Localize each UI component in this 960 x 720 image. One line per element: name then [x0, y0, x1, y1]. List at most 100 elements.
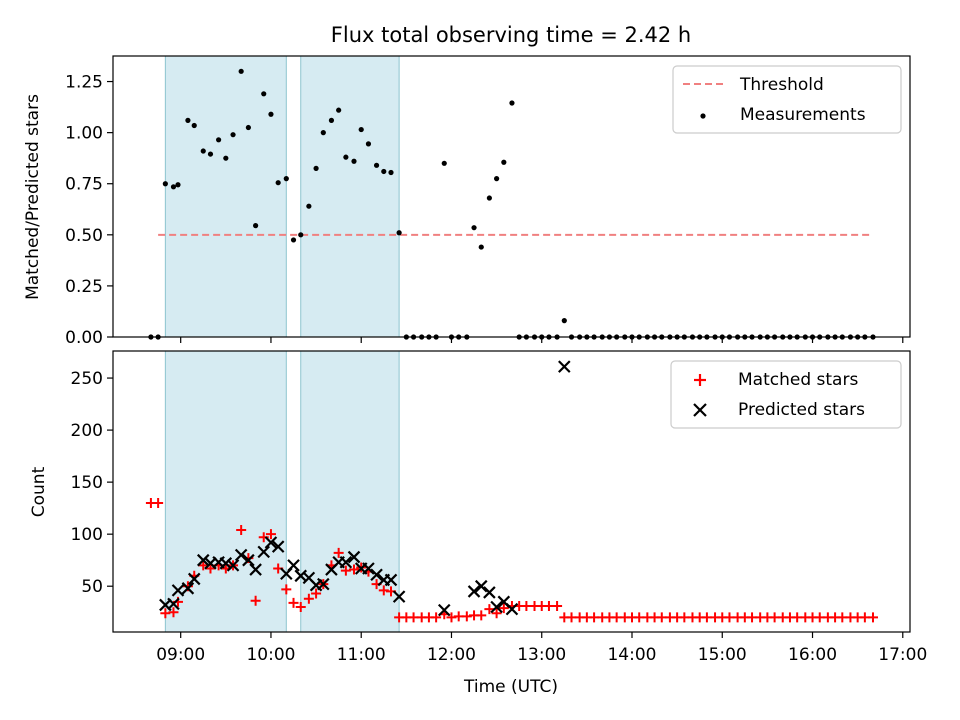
matched-star-marker	[295, 602, 306, 613]
matched-star-marker	[311, 588, 322, 599]
x-tick-label: 16:00	[788, 645, 837, 665]
measurement-point	[313, 165, 319, 171]
bottom-y-axis-label: Count	[29, 466, 49, 517]
predicted-star-marker	[384, 573, 398, 587]
x-tick-label: 10:00	[246, 645, 295, 665]
measurement-point	[207, 151, 214, 157]
matched-star-marker	[281, 584, 292, 595]
predicted-star-marker	[271, 540, 285, 553]
predicted-star-marker	[392, 590, 406, 603]
y-tick-label: 0.25	[65, 277, 103, 297]
legend-matched-swatch	[694, 374, 706, 386]
measurement-point	[298, 232, 304, 238]
measurement-point	[373, 162, 380, 168]
legend-predicted-swatch	[693, 403, 707, 417]
bottom-axes-frame	[112, 350, 911, 633]
predicted-star-marker	[339, 555, 353, 569]
y-tick-label: 200	[71, 421, 103, 441]
predicted-star-marker	[249, 563, 262, 576]
measurement-point	[306, 203, 312, 209]
matched-star-marker	[303, 593, 314, 604]
y-tick-label: 1.00	[65, 124, 103, 144]
measurement-point	[471, 225, 477, 231]
bottom-legend: Matched stars Predicted stars	[670, 360, 902, 429]
measurement-point	[494, 176, 500, 182]
y-tick-label: 50	[81, 577, 103, 597]
chart-title: Flux total observing time = 2.42 h	[331, 23, 691, 47]
observing-interval-0	[164, 350, 287, 633]
matched-star-marker	[153, 497, 164, 508]
measurement-point	[268, 111, 274, 117]
matched-star-marker	[461, 611, 472, 622]
legend-matched-label: Matched stars	[738, 370, 858, 390]
matched-star-marker	[348, 564, 359, 575]
observing-interval-0	[164, 55, 287, 338]
x-tick-label: 13:00	[517, 645, 566, 665]
x-tick-label: 11:00	[337, 645, 386, 665]
top-axes-frame	[112, 55, 911, 338]
predicted-star-marker	[467, 585, 481, 598]
predicted-star-marker	[474, 579, 488, 593]
predicted-star-marker	[490, 600, 503, 614]
matched-star-marker	[333, 547, 344, 558]
predicted-star-marker	[219, 557, 233, 570]
predicted-star-marker	[370, 568, 383, 582]
measurement-point	[561, 318, 567, 324]
measurement-point	[358, 126, 364, 133]
predicted-star-marker	[558, 360, 571, 373]
matched-star-marker	[288, 597, 299, 608]
top-y-axis-label: Matched/Predicted stars	[23, 94, 43, 300]
bottom-panel: 50 100 150 200 250 09:00 10:00 11:00 12:00 13:00…	[29, 350, 927, 697]
bottom-x-ticks: 09:00 10:00 11:00 12:00 13:00 14:00 15:00 16:00…	[156, 632, 927, 665]
legend-measurements-label: Measurements	[740, 105, 866, 125]
measurement-point	[336, 107, 342, 113]
predicted-star-marker	[317, 577, 330, 591]
matched-star-marker	[552, 600, 563, 611]
measurement-point	[253, 223, 259, 229]
matched-star-marker	[378, 585, 389, 596]
predicted-stars-points	[159, 360, 571, 617]
predicted-star-marker	[171, 584, 185, 597]
predicted-star-marker	[257, 545, 271, 559]
matched-star-marker	[236, 525, 247, 536]
measurement-point	[351, 158, 357, 164]
y-tick-label: 0.50	[65, 226, 103, 246]
matched-star-marker	[340, 565, 351, 576]
matched-star-marker	[446, 612, 457, 623]
predicted-star-marker	[483, 586, 496, 599]
observing-interval-1	[300, 55, 400, 338]
y-tick-label: 0.00	[65, 328, 103, 348]
predicted-star-marker	[187, 572, 201, 586]
matched-star-marker	[484, 604, 495, 615]
predicted-star-marker	[347, 550, 361, 564]
measurement-point	[261, 91, 267, 97]
measurement-point	[230, 132, 236, 138]
bottom-legend-box	[670, 360, 902, 429]
top-legend-box	[672, 65, 902, 134]
measurement-point	[170, 184, 177, 190]
predicted-star-marker	[234, 548, 248, 562]
measurement-point	[388, 169, 394, 176]
matched-star-marker	[431, 612, 442, 623]
matched-star-marker	[491, 608, 502, 619]
matched-star-marker	[205, 563, 216, 574]
bottom-observing-intervals	[164, 350, 400, 633]
y-tick-label: 100	[71, 525, 103, 545]
predicted-star-marker	[167, 597, 180, 611]
x-tick-label: 17:00	[878, 645, 927, 665]
y-tick-label: 0.75	[65, 175, 103, 195]
predicted-star-marker	[242, 553, 255, 567]
x-tick-label: 09:00	[156, 645, 205, 665]
measurement-point	[343, 154, 349, 160]
measurement-point	[441, 160, 447, 166]
measurement-point	[486, 195, 492, 201]
measurement-point	[365, 141, 372, 147]
measurement-point	[185, 117, 191, 123]
bottom-y-ticks: 50 100 150 200 250	[71, 369, 113, 597]
top-legend: Threshold Measurements	[672, 65, 902, 134]
top-observing-intervals	[164, 55, 400, 338]
measurement-point	[245, 124, 251, 131]
matched-star-marker	[265, 529, 276, 540]
matched-star-marker	[198, 560, 209, 571]
x-tick-label: 12:00	[427, 645, 476, 665]
